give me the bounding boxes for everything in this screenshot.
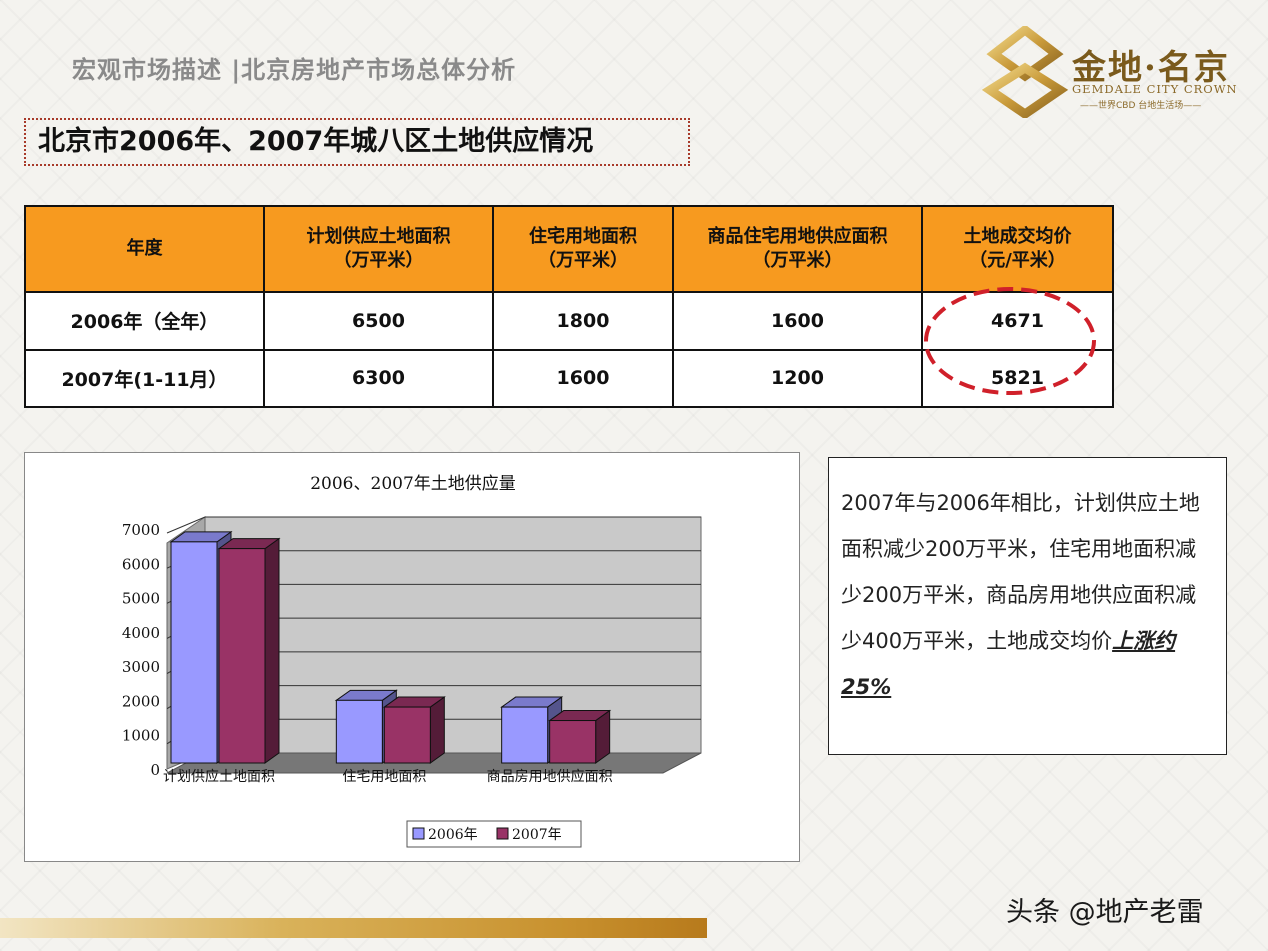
bar-2006 [501, 706, 549, 764]
highlight-ellipse [924, 287, 1096, 395]
header-commercial-residential-land: 商品住宅用地供应面积 （万平米） [672, 205, 923, 293]
x-category-label: 商品房用地供应面积 [487, 768, 613, 785]
y-tick-label: 5000 [122, 590, 160, 608]
land-supply-table: 年度 计划供应土地面积 （万平米） 住宅用地面积 （万平米） 商品住宅用地供应面积（… [24, 205, 1114, 408]
chart-title: 2006、2007年土地供应量 [310, 474, 516, 494]
page-title: 北京市2006年、2007年城八区土地供应情况 [24, 118, 690, 166]
watermark: 头条 @地产老雷 [1006, 897, 1204, 928]
chart-gridline-side [166, 516, 206, 534]
logo-name: 金地·名京 [1072, 48, 1230, 88]
table-cell: 5821 [921, 348, 1114, 408]
chart-back-wall [204, 516, 702, 754]
summary-box: 2007年与2006年相比，计划供应土地面积减少200万平米，住宅用地面积减少2… [828, 457, 1227, 755]
header-residential-land: 住宅用地面积 （万平米） [492, 205, 674, 293]
header-avg-price: 土地成交均价 （元/平米） [921, 205, 1114, 293]
y-tick-label: 4000 [122, 624, 160, 642]
y-tick-label: 2000 [122, 692, 160, 710]
table-cell: 6500 [263, 291, 494, 351]
logo-tagline: ——世界CBD 台地生活场—— [1080, 101, 1202, 111]
table-row: 2006年（全年） 6500 1800 1600 4671 [24, 291, 1114, 351]
logo-emblem-icon [981, 24, 1069, 120]
y-tick-label: 3000 [122, 658, 160, 676]
x-category-label: 计划供应土地面积 [163, 768, 275, 785]
table-cell: 1600 [672, 291, 923, 351]
table-cell: 2007年(1-11月） [24, 348, 265, 408]
summary-text: 2007年与2006年相比，计划供应土地面积减少200万平米，住宅用地面积减少2… [841, 491, 1200, 653]
logo: 金地·名京 GEMDALE CITY CROWN ——世界CBD 台地生活场—— [980, 24, 1240, 120]
legend-label: 2006年 [428, 827, 478, 843]
y-tick-label: 7000 [122, 521, 160, 539]
table-cell: 1800 [492, 291, 674, 351]
table-cell: 2006年（全年） [24, 291, 265, 351]
logo-english-name: GEMDALE CITY CROWN [1072, 82, 1238, 96]
legend-swatch [412, 827, 425, 840]
header-planned-land: 计划供应土地面积 （万平米） [263, 205, 494, 293]
bar-chart: 2006、2007年土地供应量 0 1000 2000 3000 4000 5000 600… [24, 452, 800, 862]
table-cell: 1600 [492, 348, 674, 408]
chart-legend: 2006年 2007年 [406, 820, 582, 848]
header-year: 年度 [24, 205, 265, 293]
bar-side-2007 [429, 696, 445, 764]
table-cell: 1200 [672, 348, 923, 408]
bar-2006 [170, 541, 218, 764]
footer-gold-bar [0, 918, 707, 938]
bar-2007 [383, 706, 431, 764]
table-row: 2007年(1-11月） 6300 1600 1200 5821 [24, 348, 1114, 408]
table-cell: 6300 [263, 348, 494, 408]
y-tick-label: 0 [150, 761, 160, 779]
y-tick-label: 1000 [122, 727, 160, 745]
x-category-label: 住宅用地面积 [342, 769, 426, 785]
bar-2006 [335, 699, 383, 764]
legend-box [406, 820, 582, 848]
legend-label: 2007年 [512, 827, 562, 843]
chart-canvas: 2006、2007年土地供应量 0 1000 2000 3000 4000 5000 600… [122, 474, 702, 848]
bar-2007 [218, 548, 266, 764]
summary-emphasis: 上涨约25% [841, 629, 1176, 699]
section-title: 宏观市场描述 |北京房地产市场总体分析 [72, 56, 517, 84]
table-header-row: 年度 计划供应土地面积 （万平米） 住宅用地面积 （万平米） 商品住宅用地供应面积（… [24, 205, 1114, 293]
legend-swatch [496, 827, 509, 840]
bar-2007 [549, 720, 597, 764]
y-tick-label: 6000 [122, 555, 160, 573]
bar-side-2007 [264, 537, 280, 764]
